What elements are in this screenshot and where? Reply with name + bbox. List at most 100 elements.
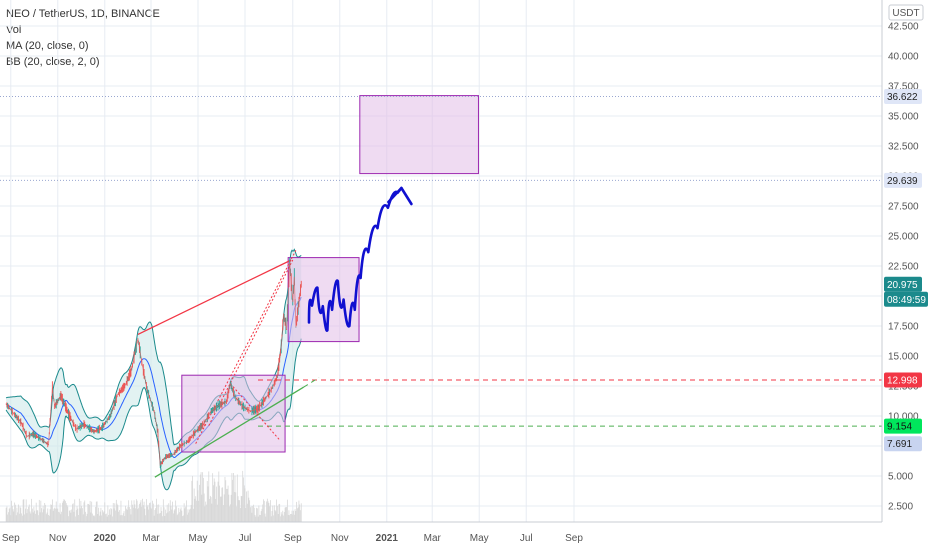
volume-bar bbox=[296, 501, 298, 522]
volume-bar bbox=[280, 516, 281, 522]
y-tick-label: 22.500 bbox=[888, 262, 919, 273]
volume-bar bbox=[41, 508, 42, 522]
volume-bar bbox=[28, 504, 30, 522]
volume-bar bbox=[218, 471, 220, 522]
volume-bar bbox=[250, 506, 252, 522]
volume-bar bbox=[196, 480, 198, 522]
range-box[interactable] bbox=[181, 374, 286, 453]
volume-bar bbox=[163, 507, 165, 522]
volume-bar bbox=[158, 504, 160, 522]
trendline[interactable] bbox=[303, 377, 320, 388]
volume-bar bbox=[132, 504, 133, 522]
volume-bar bbox=[268, 503, 270, 522]
volume-bar bbox=[227, 485, 229, 522]
price-label[interactable]: 36.622 bbox=[887, 92, 918, 103]
volume-bar bbox=[79, 508, 81, 522]
projection-wave[interactable] bbox=[307, 186, 403, 333]
horizontal-levels[interactable] bbox=[0, 96, 882, 427]
legend-symbol[interactable]: NEO / TetherUS, 1D, BINANCE bbox=[6, 8, 160, 20]
volume-bar bbox=[289, 515, 291, 522]
volume-bar bbox=[145, 499, 147, 522]
volume-bar bbox=[140, 500, 142, 522]
x-tick-label: Jul bbox=[520, 533, 533, 544]
y-tick-label: 27.500 bbox=[888, 202, 919, 213]
range-box[interactable] bbox=[359, 95, 479, 175]
price-axis[interactable]: USDT2.5005.0007.50010.00012.50015.00017.… bbox=[881, 0, 932, 550]
volume-bar bbox=[243, 485, 245, 522]
bollinger-bands bbox=[5, 248, 302, 491]
volume-bar bbox=[155, 498, 157, 522]
volume-bar bbox=[112, 516, 113, 522]
volume-bar bbox=[294, 509, 296, 522]
volume-bar bbox=[210, 497, 212, 522]
volume-bar bbox=[134, 504, 136, 522]
volume-bar bbox=[266, 501, 267, 522]
currency-label[interactable]: USDT bbox=[892, 8, 919, 19]
volume-bar bbox=[179, 509, 181, 522]
volume-bar bbox=[199, 474, 201, 522]
volume-bar bbox=[206, 504, 207, 522]
volume-bar bbox=[28, 506, 29, 522]
volume-bar bbox=[282, 510, 284, 522]
volume-bar bbox=[272, 505, 274, 522]
price-label[interactable]: 9.154 bbox=[887, 422, 912, 433]
price-label[interactable]: 20.975 bbox=[887, 280, 918, 291]
volume-bar bbox=[132, 507, 134, 522]
chart-legend: NEO / TetherUS, 1D, BINANCE Vol MA (20, … bbox=[6, 6, 160, 70]
price-label[interactable]: 12.998 bbox=[887, 376, 918, 387]
trendline[interactable] bbox=[137, 259, 292, 335]
volume-bar bbox=[192, 508, 194, 522]
volume-bar bbox=[219, 496, 221, 522]
projection-arrowhead[interactable] bbox=[387, 186, 413, 206]
price-label[interactable]: 7.691 bbox=[887, 439, 912, 450]
volume-bar bbox=[295, 510, 297, 522]
volume-bar bbox=[213, 478, 215, 522]
volume-bar bbox=[8, 512, 9, 522]
volume-bar bbox=[131, 500, 133, 522]
volume-bar bbox=[276, 505, 278, 522]
volume-bar bbox=[191, 480, 193, 522]
volume-bar bbox=[159, 513, 160, 522]
price-label-bg bbox=[884, 172, 922, 188]
volume-bar bbox=[209, 495, 211, 522]
range-box[interactable] bbox=[287, 257, 360, 343]
volume-bar bbox=[262, 504, 264, 522]
price-label[interactable]: 29.639 bbox=[887, 176, 918, 187]
volume-bar bbox=[107, 505, 109, 522]
legend-volume[interactable]: Vol bbox=[6, 24, 22, 36]
trendline[interactable] bbox=[208, 259, 294, 426]
volume-bar bbox=[13, 511, 15, 522]
volume-bar bbox=[281, 514, 283, 522]
volume-bar bbox=[182, 515, 184, 522]
projection-drawing[interactable] bbox=[307, 186, 413, 333]
volume-bar bbox=[154, 509, 156, 522]
volume-bar bbox=[31, 498, 32, 522]
volume-bar bbox=[216, 504, 218, 522]
volume-bar bbox=[169, 511, 170, 522]
volume-bar bbox=[40, 500, 42, 522]
legend-bb[interactable]: BB (20, close, 2, 0) bbox=[6, 56, 100, 68]
volume-bar bbox=[7, 514, 9, 522]
currency-box bbox=[888, 4, 924, 21]
trendline[interactable] bbox=[154, 386, 304, 478]
volume-bar bbox=[186, 514, 188, 522]
volume-bar bbox=[286, 499, 288, 522]
volume-bar bbox=[238, 500, 240, 522]
volume-bar bbox=[293, 510, 294, 522]
volume-bar bbox=[117, 505, 119, 522]
volume-bar bbox=[157, 513, 159, 522]
volume-bar bbox=[290, 514, 291, 522]
volume-bar bbox=[139, 503, 140, 522]
rectangles[interactable] bbox=[181, 95, 479, 453]
time-axis[interactable]: Sep Nov 2020 Mar May Jul Sep Nov 2021 Mar May Jul Se… bbox=[0, 521, 882, 544]
volume-bar bbox=[29, 511, 31, 522]
price-label-bg bbox=[884, 89, 922, 105]
volume-bar bbox=[69, 510, 71, 522]
volume-bar bbox=[233, 473, 234, 522]
volume-bar bbox=[284, 507, 286, 522]
legend-ma[interactable]: MA (20, close, 0) bbox=[6, 40, 89, 52]
volume-bar bbox=[185, 506, 187, 522]
volume-bar bbox=[100, 507, 102, 522]
volume-bar bbox=[254, 514, 256, 522]
